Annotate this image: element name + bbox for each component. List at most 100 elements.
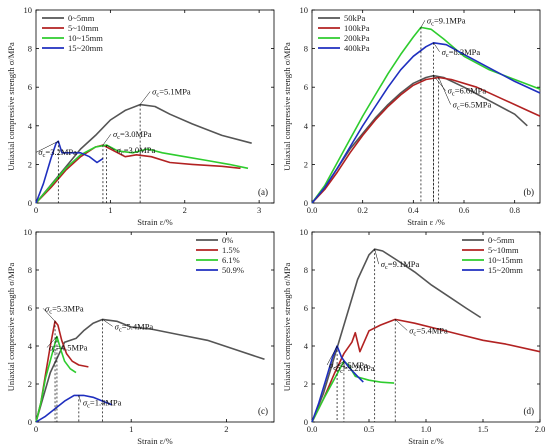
- y-tick-label: 2: [304, 159, 308, 169]
- y-axis-label: Uniaxial compressive strength σ/MPa: [282, 42, 292, 171]
- x-tick-label: 2.0: [535, 424, 546, 434]
- y-tick-label: 6: [28, 303, 32, 313]
- x-tick-label: 1.0: [421, 424, 432, 434]
- legend-label: 50.9%: [222, 265, 244, 275]
- legend-label: 10~15mm: [488, 255, 523, 265]
- y-tick-label: 0: [304, 198, 308, 208]
- annotation-leader: [36, 141, 59, 153]
- annotation-leader: [106, 144, 115, 151]
- series-line-1: [35, 318, 265, 423]
- peak-annotation: σc=5.3MPa: [45, 303, 84, 315]
- legend-label: 50kPa: [344, 13, 365, 23]
- y-tick-label: 10: [24, 227, 33, 237]
- peak-annotation: σc=5.4MPa: [409, 325, 448, 337]
- legend-label: 5~10mm: [68, 23, 99, 33]
- y-tick-label: 2: [28, 379, 32, 389]
- legend-label: 400kPa: [344, 43, 370, 53]
- annotation-leader: [78, 395, 82, 403]
- legend-label: 0~5mm: [68, 13, 95, 23]
- y-tick-label: 4: [28, 341, 33, 351]
- legend-label: 15~20mm: [68, 43, 103, 53]
- legend-label: 0%: [222, 235, 233, 245]
- y-tick-label: 10: [24, 5, 33, 15]
- annotation-leader: [102, 133, 112, 146]
- peak-annotation: σc=9.1MPa: [427, 15, 466, 27]
- annotation-leader: [438, 77, 451, 105]
- annotation-leader: [46, 336, 58, 348]
- chart-panel-2: 0.0 0.2 0.4 0.6 0.8 0 2 4 6 8 10 Strain ε /% Uniaxia…: [282, 5, 541, 227]
- legend-label: 10~15mm: [68, 33, 103, 43]
- x-axis-label: Strain ε/%: [137, 217, 172, 227]
- x-tick-label: 0: [34, 205, 38, 215]
- y-axis-label: Uniaxial compressive strength σ/MPa: [282, 263, 292, 392]
- peak-annotation: σc=5.1MPa: [152, 87, 191, 99]
- series-line-3: [311, 360, 395, 423]
- x-tick-label: 1.5: [478, 424, 489, 434]
- x-tick-label: 3: [257, 205, 261, 215]
- peak-annotation: σc=8.3MPa: [442, 47, 481, 59]
- x-axis-label: Strain ε /%: [407, 217, 445, 227]
- plot-frame: [311, 9, 541, 204]
- chart-panel-3: 0 1 2 0 2 4 6 8 10 Strain ε/% Uniaxial compressive…: [6, 227, 275, 445]
- peak-annotation: σc=3.0MPa: [117, 145, 156, 157]
- x-tick-label: 0.5: [364, 424, 375, 434]
- y-tick-label: 4: [304, 341, 309, 351]
- annotation-leader: [433, 42, 440, 52]
- x-tick-label: 0.2: [357, 205, 368, 215]
- x-tick-label: 0.0: [307, 424, 318, 434]
- annotation-leader: [374, 249, 379, 265]
- y-tick-label: 10: [300, 5, 309, 15]
- y-tick-label: 8: [28, 265, 32, 275]
- y-tick-label: 8: [304, 265, 308, 275]
- y-tick-label: 4: [304, 121, 309, 131]
- peak-annotation: σc=3.0MPa: [113, 129, 152, 141]
- y-tick-label: 2: [304, 379, 308, 389]
- series-line-1: [311, 248, 482, 423]
- x-tick-label: 0.4: [408, 205, 419, 215]
- y-tick-label: 4: [28, 121, 33, 131]
- annotation-leader: [333, 360, 345, 369]
- series-line-4: [311, 42, 541, 204]
- series-line-2: [311, 318, 541, 423]
- peak-annotation: σc=6.5MPa: [453, 100, 492, 112]
- series-line-4: [311, 345, 364, 423]
- x-axis-label: Strain ε/%: [137, 436, 172, 445]
- y-tick-label: 2: [28, 159, 32, 169]
- x-axis-label: Strain ε/%: [408, 436, 443, 445]
- plot-frame: [35, 231, 275, 423]
- peak-annotation: σc=3.2MPa: [336, 363, 375, 375]
- annotation-leader: [139, 91, 151, 105]
- x-tick-label: 2: [183, 205, 187, 215]
- series-line-2: [311, 76, 541, 204]
- x-tick-label: 1: [108, 205, 112, 215]
- x-tick-label: 0: [34, 424, 38, 434]
- x-tick-label: 0.6: [459, 205, 470, 215]
- peak-annotation: σc=4.5MPa: [329, 360, 368, 372]
- peak-annotation: σc=9.1MPa: [381, 259, 420, 271]
- x-tick-label: 1: [129, 424, 133, 434]
- peak-annotation: σc=3.2MPa: [38, 147, 77, 159]
- y-tick-label: 0: [304, 417, 308, 427]
- series-line-4: [35, 140, 104, 204]
- legend-label: 5~10mm: [488, 245, 519, 255]
- annotation-leader: [326, 345, 338, 366]
- series-line-3: [311, 26, 541, 204]
- y-tick-label: 0: [28, 198, 32, 208]
- panel-label: (a): [258, 187, 268, 197]
- series-line-2: [35, 144, 241, 204]
- peak-annotation: σc=4.5MPa: [49, 343, 88, 355]
- x-tick-label: 2: [224, 424, 228, 434]
- y-tick-label: 8: [304, 44, 308, 54]
- series-line-3: [35, 144, 249, 204]
- peak-annotation: σc=5.4MPa: [115, 321, 154, 333]
- legend-label: 100kPa: [344, 23, 370, 33]
- annotation-leader: [42, 308, 56, 322]
- series-line-1: [311, 74, 528, 204]
- y-tick-label: 0: [28, 417, 32, 427]
- plot-frame: [35, 9, 275, 204]
- annotation-leader: [102, 319, 113, 327]
- panel-label: (d): [524, 406, 535, 416]
- chart-panel-1: 0 1 2 3 0 2 4 6 8 10 Strain ε/% Uniaxial compressiv…: [6, 5, 275, 227]
- y-tick-label: 6: [304, 303, 308, 313]
